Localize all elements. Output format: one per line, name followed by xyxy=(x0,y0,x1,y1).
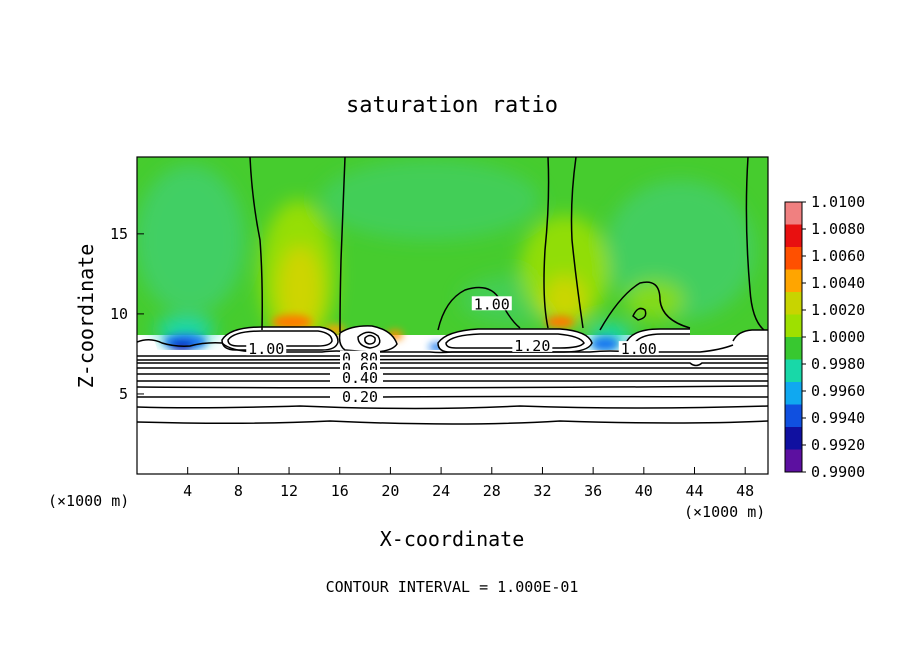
contour-label-background xyxy=(340,369,381,384)
lower-layer xyxy=(137,350,768,474)
contour-label-background xyxy=(512,337,553,352)
colorbar-swatch xyxy=(785,314,802,338)
x-axis: 4 8 12 16 20 24 28 32 36 40 44 48 xyxy=(183,467,754,500)
contour-lines xyxy=(137,157,768,425)
colorbar-swatch xyxy=(785,202,802,225)
contour-label-layer: 1.000.800.600.400.201.20 1.001.00 xyxy=(246,295,659,406)
contour-label: 0.20 xyxy=(342,388,378,406)
colorbar-swatch xyxy=(785,269,802,293)
x-unit-label-left: (×1000 m) xyxy=(48,492,129,510)
colorbar-swatch xyxy=(785,449,802,473)
contour-label: 0.40 xyxy=(342,369,378,387)
contour-interval-note: CONTOUR INTERVAL = 1.000E-01 xyxy=(326,578,579,596)
colorbar-swatch xyxy=(785,337,802,360)
colorbar-swatch xyxy=(785,247,802,270)
y-axis: 5 10 15 xyxy=(110,225,144,403)
colorbar-label: 1.0000 xyxy=(811,328,865,346)
x-tick-label: 12 xyxy=(280,482,298,500)
contour-label-background xyxy=(618,341,659,356)
x-tick-label: 8 xyxy=(234,482,243,500)
contour-label-background xyxy=(340,389,381,404)
chart-title: saturation ratio xyxy=(346,93,558,118)
contour-label: 1.00 xyxy=(621,340,657,358)
contour-label-background xyxy=(246,341,287,356)
colorbar-swatch xyxy=(785,404,802,428)
plot-frame xyxy=(136,156,769,475)
colorbar-label: 1.0100 xyxy=(811,193,865,211)
y-tick-label: 5 xyxy=(119,385,128,403)
contour-label: 1.00 xyxy=(248,340,284,358)
y-tick-label: 15 xyxy=(110,225,128,243)
x-tick-label: 40 xyxy=(635,482,653,500)
x-tick-label: 44 xyxy=(685,482,703,500)
colorbar-label: 1.0080 xyxy=(811,220,865,238)
colorbar-label: 0.9900 xyxy=(811,463,865,481)
x-tick-label: 20 xyxy=(381,482,399,500)
x-tick-label: 4 xyxy=(183,482,192,500)
contour-label-background xyxy=(471,296,512,311)
x-tick-label: 48 xyxy=(736,482,754,500)
colorbar-label: 0.9960 xyxy=(811,382,865,400)
x-tick-label: 32 xyxy=(533,482,551,500)
x-tick-label: 36 xyxy=(584,482,602,500)
colorbar-label: 0.9940 xyxy=(811,409,865,427)
colorbar-swatch xyxy=(785,382,802,405)
x-tick-label: 28 xyxy=(483,482,501,500)
y-tick-label: 10 xyxy=(110,305,128,323)
plot-area: 1.000.800.600.400.201.20 1.001.00 xyxy=(137,157,768,474)
colorbar-label: 1.0020 xyxy=(811,301,865,319)
colorbar-label: 0.9980 xyxy=(811,355,865,373)
y-axis-label: Z-coordinate xyxy=(74,244,98,389)
colorbar-label: 1.0040 xyxy=(811,274,865,292)
colorbar-swatch xyxy=(785,359,802,383)
x-unit-label-right: (×1000 m) xyxy=(684,503,765,521)
x-tick-label: 24 xyxy=(432,482,450,500)
colorbar-label: 1.0060 xyxy=(811,247,865,265)
x-axis-label: X-coordinate xyxy=(380,527,525,551)
colorbar-label: 0.9920 xyxy=(811,436,865,454)
colorbar-swatch xyxy=(785,224,802,248)
colorbar: 1.0100 1.0080 1.0060 1.0040 1.0020 1.0000 0.99… xyxy=(784,193,865,481)
contour-label: 1.00 xyxy=(474,295,510,313)
field-shading xyxy=(137,160,755,350)
x-tick-label: 16 xyxy=(331,482,349,500)
colorbar-swatch xyxy=(785,427,802,450)
contour-label: 1.20 xyxy=(514,337,550,355)
colorbar-swatch xyxy=(785,292,802,315)
